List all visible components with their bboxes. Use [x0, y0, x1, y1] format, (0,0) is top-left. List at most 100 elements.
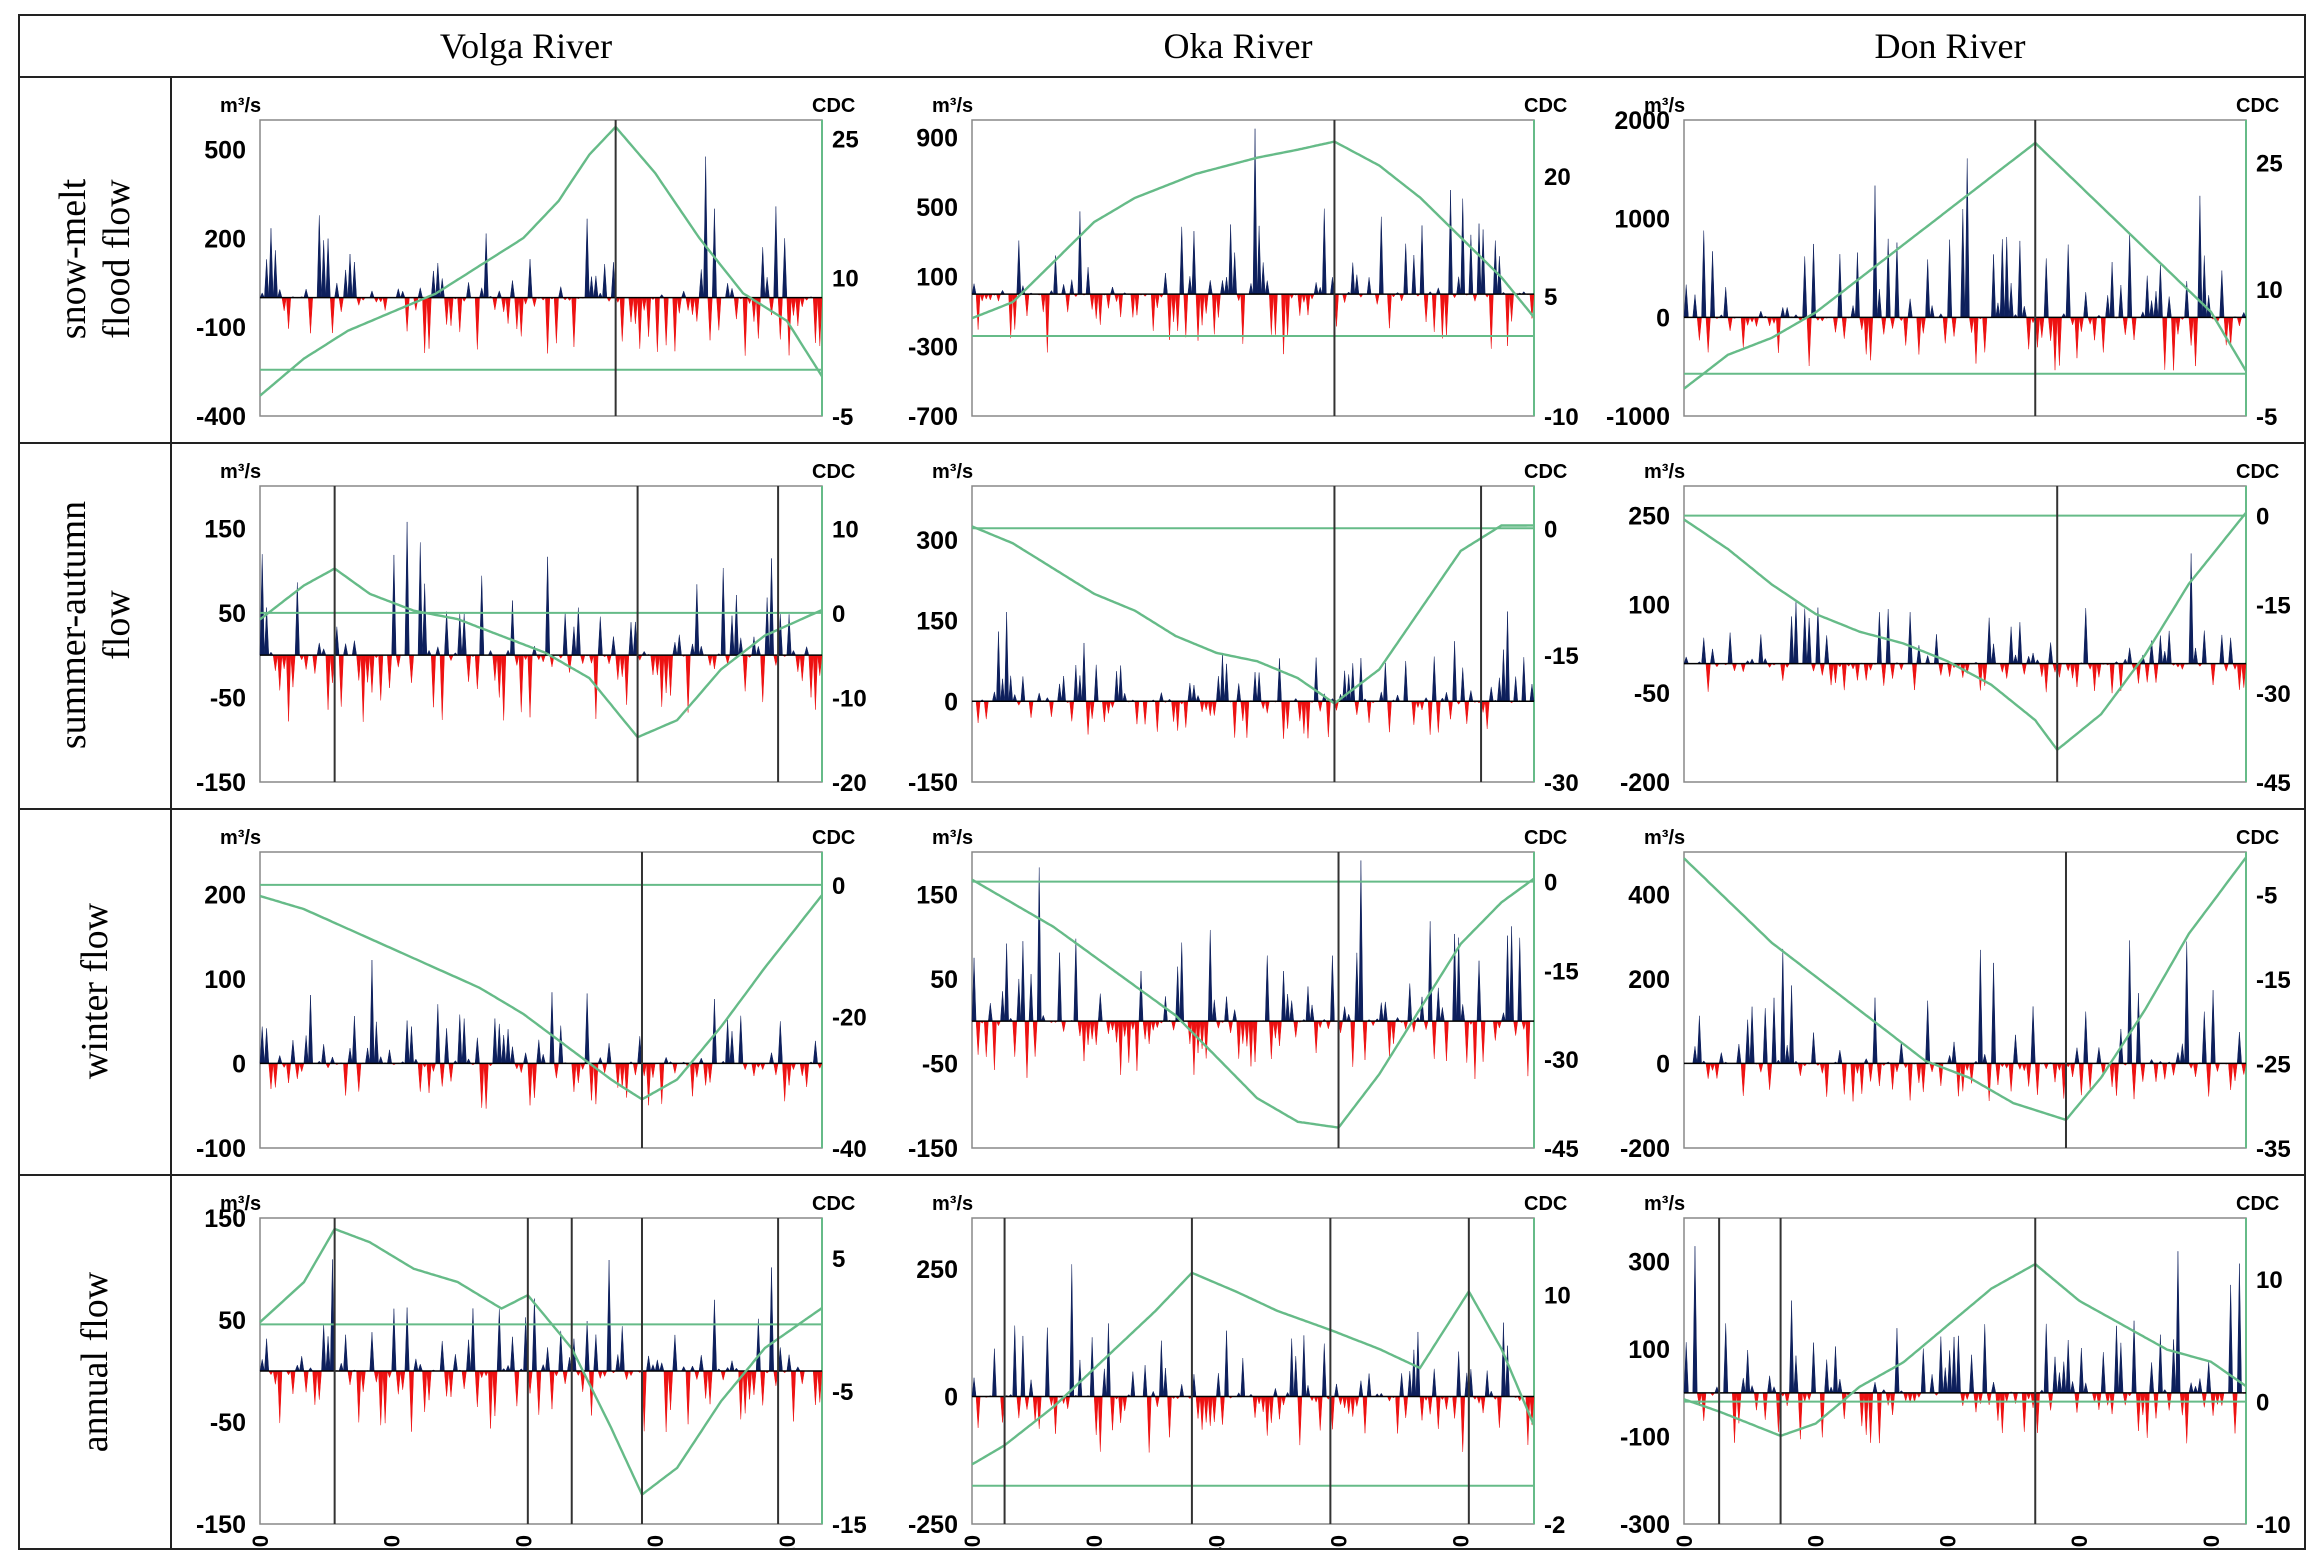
y-tick-label: -50 — [210, 1409, 246, 1437]
y-tick-label: 100 — [1628, 591, 1670, 619]
y2-tick-label: 25 — [2256, 150, 2283, 177]
x-tick-label: 2010 — [2199, 1535, 2224, 1548]
chart-panel: -200 -50 100 250 -45 -30 -15 0 m³/s CDC — [1620, 461, 2291, 797]
y2-tick-label: -15 — [2256, 592, 2291, 619]
y2-tick-label: 10 — [1544, 1283, 1571, 1310]
y2-tick-label: -30 — [2256, 681, 2291, 708]
y-unit-label: m³/s — [220, 827, 261, 849]
plot-frame — [259, 119, 823, 417]
y-tick-label: 1000 — [1614, 206, 1670, 234]
y2-tick-label: -25 — [2256, 1051, 2291, 1078]
cdc-curve — [1683, 1262, 2247, 1438]
y-tick-label: 150 — [916, 608, 958, 636]
y-tick-label: 200 — [1628, 966, 1670, 994]
y2-tick-label: -15 — [2256, 967, 2291, 994]
y-tick-label: -200 — [1620, 769, 1670, 797]
grid-line — [20, 808, 2304, 810]
positive-anomaly-bars — [259, 521, 810, 656]
y-tick-label: 0 — [1656, 304, 1670, 332]
y-tick-label: 300 — [916, 527, 958, 555]
cdc-curve — [971, 524, 1534, 705]
cdc-curve — [259, 125, 824, 397]
y2-tick-label: -5 — [832, 1379, 853, 1406]
y-unit-label: m³/s — [220, 95, 261, 117]
y2-tick-label: 10 — [2256, 277, 2283, 304]
cdc-unit-label: CDC — [812, 95, 855, 117]
y-tick-label: -700 — [908, 403, 958, 431]
y2-tick-label: 0 — [1544, 870, 1557, 897]
chart-panel: -250 0 250 -2 10 m³/s CDC 1880 1910 1940 1970 2000 — [908, 1193, 1571, 1548]
y-tick-label: -150 — [196, 769, 246, 797]
y-tick-label: -150 — [908, 1135, 958, 1163]
y2-tick-label: 0 — [2256, 1390, 2269, 1417]
y2-tick-label: -15 — [1544, 643, 1579, 670]
column-header-oka: Oka River — [1163, 26, 1313, 66]
cdc-unit-label: CDC — [2236, 461, 2279, 483]
y-tick-label: 900 — [916, 124, 958, 152]
y-tick-label: -100 — [1620, 1424, 1670, 1452]
chart-panel: -700 -300 100 500 900 -10 5 20 m³/s CDC — [908, 95, 1579, 431]
x-tick-label: 1980 — [2067, 1535, 2092, 1548]
y2-tick-label: -45 — [1544, 1136, 1579, 1163]
cdc-curve — [1683, 511, 2247, 752]
grid-line — [20, 76, 2304, 78]
y-tick-label: -300 — [1620, 1511, 1670, 1539]
y2-tick-label: 0 — [2256, 504, 2269, 531]
y2-tick-label: -5 — [2256, 882, 2277, 909]
y-tick-label: -250 — [908, 1511, 958, 1539]
chart-panel: -400 -100 200 500 -5 10 25 m³/s CDC — [196, 95, 859, 431]
y-tick-label: 50 — [218, 600, 246, 628]
cdc-unit-label: CDC — [1524, 827, 1567, 849]
x-tick-label: 2010 — [775, 1535, 800, 1548]
positive-anomaly-bars — [259, 1259, 809, 1372]
plot-frame — [971, 1217, 1535, 1525]
positive-anomaly-bars — [259, 960, 818, 1064]
chart-panel: -1000 0 1000 2000 -5 10 25 m³/s CDC — [1606, 95, 2283, 431]
y-tick-label: 150 — [916, 881, 958, 909]
y-unit-label: m³/s — [1644, 95, 1685, 117]
y-unit-label: m³/s — [1644, 461, 1685, 483]
x-tick-label: 1920 — [1804, 1535, 1829, 1548]
x-tick-label: 1940 — [1204, 1535, 1229, 1548]
y2-tick-label: 5 — [1544, 284, 1557, 311]
y2-tick-label: -15 — [1544, 958, 1579, 985]
x-tick-label: 1950 — [511, 1535, 536, 1548]
y-tick-label: -100 — [196, 314, 246, 342]
y-tick-label: 200 — [204, 225, 246, 253]
y-tick-label: 2000 — [1614, 107, 1670, 135]
cdc-curve — [259, 894, 823, 1101]
y2-tick-label: -10 — [2256, 1512, 2291, 1539]
column-header-don: Don River — [1874, 26, 2026, 66]
y-unit-label: m³/s — [932, 1193, 973, 1215]
y-tick-label: 0 — [1656, 1050, 1670, 1078]
y2-tick-label: 10 — [832, 265, 859, 292]
plot-frame — [971, 485, 1535, 783]
y-tick-label: 250 — [1628, 503, 1670, 531]
negative-anomaly-bars — [975, 1396, 1535, 1453]
x-tick-label: 1890 — [248, 1535, 273, 1548]
y2-tick-label: 25 — [832, 127, 859, 154]
x-tick-label: 1980 — [643, 1535, 668, 1548]
plot-frame — [1683, 485, 2247, 783]
plot-frame — [1683, 119, 2247, 417]
y2-tick-label: -10 — [832, 685, 867, 712]
y2-tick-label: 0 — [832, 601, 845, 628]
y2-tick-label: -30 — [1544, 1047, 1579, 1074]
y-tick-label: -50 — [210, 684, 246, 712]
y-tick-label: -150 — [908, 769, 958, 797]
y-tick-label: 150 — [204, 1205, 246, 1233]
y-unit-label: m³/s — [932, 95, 973, 117]
positive-anomaly-bars — [971, 860, 1523, 1022]
y2-tick-label: -20 — [832, 1004, 867, 1031]
y2-tick-label: -40 — [832, 1136, 867, 1163]
positive-anomaly-bars — [971, 611, 1535, 702]
x-tick-label: 1880 — [960, 1535, 985, 1548]
cdc-unit-label: CDC — [812, 827, 855, 849]
y-tick-label: 400 — [1628, 881, 1670, 909]
cdc-curve — [259, 1227, 823, 1497]
cdc-curve — [259, 567, 823, 739]
y-tick-label: -150 — [196, 1511, 246, 1539]
chart-panel: -200 0 200 400 -35 -25 -15 -5 m³/s CDC — [1620, 827, 2291, 1163]
x-tick-label: 1890 — [1672, 1535, 1697, 1548]
